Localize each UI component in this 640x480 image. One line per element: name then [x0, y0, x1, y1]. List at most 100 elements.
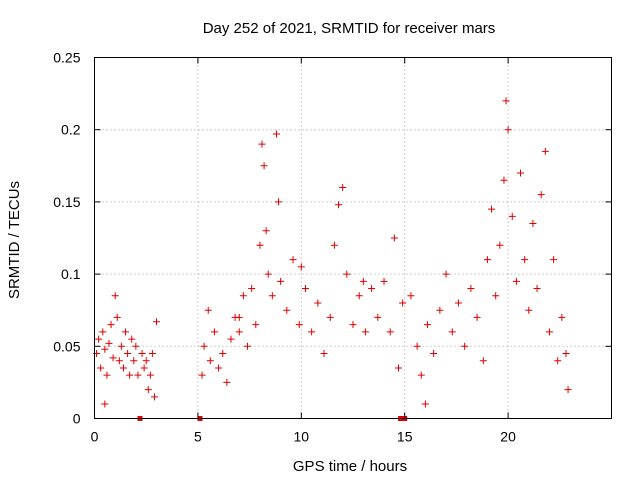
data-points — [93, 97, 572, 421]
data-point — [413, 342, 421, 350]
data-point — [126, 371, 134, 379]
data-point — [521, 256, 529, 264]
data-point — [122, 328, 130, 336]
data-point — [525, 306, 533, 314]
data-point — [124, 350, 132, 358]
x-tick-label: 10 — [294, 429, 310, 445]
y-axis-label: SRMTID / TECUs — [6, 181, 23, 299]
data-point — [399, 299, 407, 307]
data-point — [277, 277, 285, 285]
data-point — [130, 357, 138, 365]
data-point — [308, 328, 316, 336]
data-point — [335, 201, 343, 209]
data-point — [407, 292, 415, 300]
data-point — [109, 354, 117, 362]
data-point — [115, 357, 123, 365]
data-point — [235, 313, 243, 321]
data-point — [239, 292, 247, 300]
data-point — [504, 126, 512, 134]
data-point — [206, 357, 214, 365]
data-point — [390, 234, 398, 242]
data-point — [289, 256, 297, 264]
data-point — [368, 285, 376, 293]
data-point — [454, 299, 462, 307]
data-point — [198, 371, 206, 379]
data-point — [496, 241, 504, 249]
data-point — [119, 364, 127, 372]
x-tick-label: 5 — [194, 429, 202, 445]
data-point — [330, 241, 338, 249]
y-tick-label: 0.1 — [61, 266, 81, 282]
data-point — [142, 357, 150, 365]
y-tick-label: 0 — [73, 411, 81, 427]
data-point — [248, 285, 256, 293]
data-point — [558, 313, 566, 321]
x-tick-label: 15 — [397, 429, 413, 445]
data-point — [517, 169, 525, 177]
data-point — [268, 292, 276, 300]
data-point — [262, 227, 270, 235]
plot-frame — [94, 57, 612, 419]
data-point — [200, 342, 208, 350]
data-point — [153, 318, 161, 326]
data-point — [227, 335, 235, 343]
data-point — [252, 321, 260, 329]
data-point — [483, 256, 491, 264]
data-point — [374, 313, 382, 321]
y-tick-label: 0.15 — [53, 194, 80, 210]
data-point — [150, 393, 158, 401]
data-point — [314, 299, 322, 307]
data-point — [343, 270, 351, 278]
data-point — [138, 350, 146, 358]
data-point — [349, 321, 357, 329]
data-point — [260, 162, 268, 170]
data-point — [99, 328, 107, 336]
y-tick-label: 0.05 — [53, 338, 80, 354]
data-point — [148, 350, 156, 358]
data-point — [103, 371, 111, 379]
data-point — [320, 350, 328, 358]
data-point — [380, 277, 388, 285]
chart-title: Day 252 of 2021, SRMTID for receiver mar… — [203, 20, 496, 37]
x-axis-label: GPS time / hours — [293, 458, 407, 475]
y-tick-label: 0.25 — [53, 50, 80, 66]
x-tick-label: 0 — [91, 429, 99, 445]
data-point — [275, 198, 283, 206]
data-point — [502, 97, 510, 105]
data-point — [132, 342, 140, 350]
data-point — [394, 364, 402, 372]
data-point — [326, 313, 334, 321]
data-point — [113, 313, 121, 321]
data-point — [134, 371, 142, 379]
data-point — [244, 342, 252, 350]
y-tick-label: 0.2 — [61, 122, 81, 138]
data-point — [297, 263, 305, 271]
data-point — [430, 350, 438, 358]
data-point — [461, 342, 469, 350]
data-point — [128, 335, 136, 343]
data-point — [500, 176, 508, 184]
data-point — [105, 339, 113, 347]
data-point — [272, 130, 280, 138]
data-point — [111, 292, 119, 300]
data-point — [215, 364, 223, 372]
data-point — [537, 191, 545, 199]
data-point — [283, 306, 291, 314]
data-point — [386, 328, 394, 336]
data-point — [204, 306, 212, 314]
data-point — [473, 313, 481, 321]
data-point — [258, 140, 266, 148]
data-point — [219, 350, 227, 358]
data-point — [436, 306, 444, 314]
data-point — [107, 321, 115, 329]
data-point — [545, 328, 553, 336]
data-point — [541, 147, 549, 155]
data-point — [264, 270, 272, 278]
data-point — [562, 350, 570, 358]
data-point — [256, 241, 264, 249]
data-point — [339, 183, 347, 191]
data-point — [361, 328, 369, 336]
data-point — [550, 256, 558, 264]
